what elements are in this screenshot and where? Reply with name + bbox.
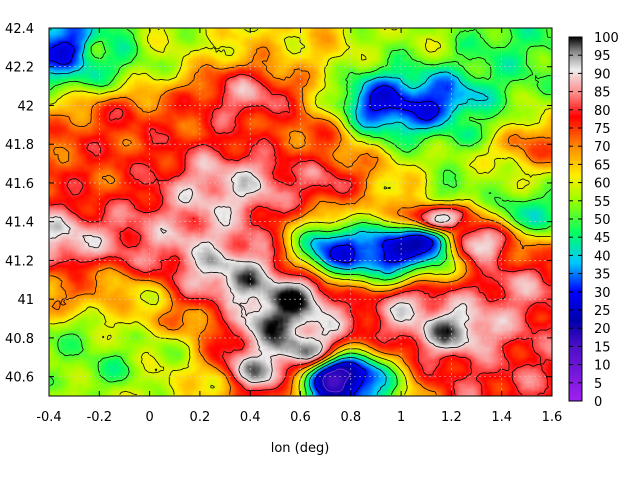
colorbar-tick-label: 85 — [594, 86, 611, 101]
contour-level-20 — [322, 368, 351, 393]
colorbar-tick-label: 90 — [594, 67, 611, 82]
contour-level-50 — [50, 28, 552, 395]
colorbar-tick-label: 30 — [594, 286, 611, 301]
colorbar-tick-label: 95 — [594, 49, 611, 64]
colorbar-tick-label: 40 — [594, 249, 611, 264]
colorbar-tick-label: 100 — [594, 31, 619, 46]
colorbar-tick-label: 20 — [594, 322, 611, 337]
x-axis-label: lon (deg) — [271, 441, 330, 456]
y-tick-label: 41.4 — [5, 216, 34, 231]
colorbar-tick-label: 80 — [594, 104, 611, 119]
y-tick-label: 42.2 — [5, 61, 34, 76]
y-tick-label: 41.6 — [5, 177, 34, 192]
x-tick-label: -0.2 — [87, 410, 112, 425]
y-tick-label: 40.8 — [5, 332, 34, 347]
x-tick-label: 0 — [145, 410, 153, 425]
colorbar-tick-label: 70 — [594, 140, 611, 155]
colorbar-tick-label: 55 — [594, 195, 611, 210]
x-tick-label: 1.4 — [491, 410, 512, 425]
colorbar-ticks: 0 5 10 15 20 25 30 35 40 45 50 55 60 65 70 75 80 85 90 95 10… — [569, 31, 619, 410]
y-tick-label: 42.4 — [5, 22, 34, 37]
colorbar-tick-label: 50 — [594, 213, 611, 228]
x-tick-label: 1 — [397, 410, 405, 425]
colorbar-tick-label: 15 — [594, 340, 611, 355]
contour-level-60 — [50, 28, 551, 396]
colorbar-tick-label: 0 — [594, 395, 602, 410]
contour-level-90 — [50, 171, 470, 383]
colorbar: 0 5 10 15 20 25 30 35 40 45 50 55 60 65 70 75 80 85 90 95 10… — [568, 31, 619, 410]
contour-level-40 — [50, 28, 489, 395]
x-tick-label: 1.6 — [542, 410, 563, 425]
x-axis: -0.4 -0.2 0 0.2 0.4 0.6 0.8 1 1.2 1.4 1.6 — [36, 28, 562, 425]
colorbar-tick-label: 5 — [594, 377, 602, 392]
y-tick-label: 42 — [17, 99, 34, 114]
x-tick-label: 0.6 — [290, 410, 311, 425]
x-tick-label: 0.2 — [190, 410, 211, 425]
colorbar-tick-label: 45 — [594, 231, 611, 246]
colorbar-tick-label: 25 — [594, 304, 611, 319]
contour-lines — [50, 28, 552, 396]
x-tick-label: -0.4 — [36, 410, 61, 425]
colorbar-tick-label: 35 — [594, 268, 611, 283]
colorbar-tick-label: 75 — [594, 122, 611, 137]
plot-area — [49, 28, 552, 396]
grid-lines — [49, 28, 552, 396]
y-tick-label: 41 — [17, 293, 34, 308]
y-tick-label: 41.2 — [5, 254, 34, 269]
colorbar-tick-label: 65 — [594, 158, 611, 173]
x-tick-label: 1.2 — [441, 410, 462, 425]
y-axis: 40.6 40.8 41 41.2 41.4 41.6 41.8 42 42.2 42.4 — [5, 22, 552, 386]
y-tick-label: 41.8 — [5, 138, 34, 153]
x-tick-label: 0.8 — [340, 410, 361, 425]
contour-level-70 — [50, 46, 551, 395]
y-tick-label: 40.6 — [5, 371, 34, 386]
contour-level-30 — [50, 41, 440, 395]
contour-level-80 — [50, 73, 551, 396]
x-tick-label: 0.4 — [240, 410, 261, 425]
colorbar-tick-label: 10 — [594, 359, 611, 374]
colorbar-tick-label: 60 — [594, 177, 611, 192]
